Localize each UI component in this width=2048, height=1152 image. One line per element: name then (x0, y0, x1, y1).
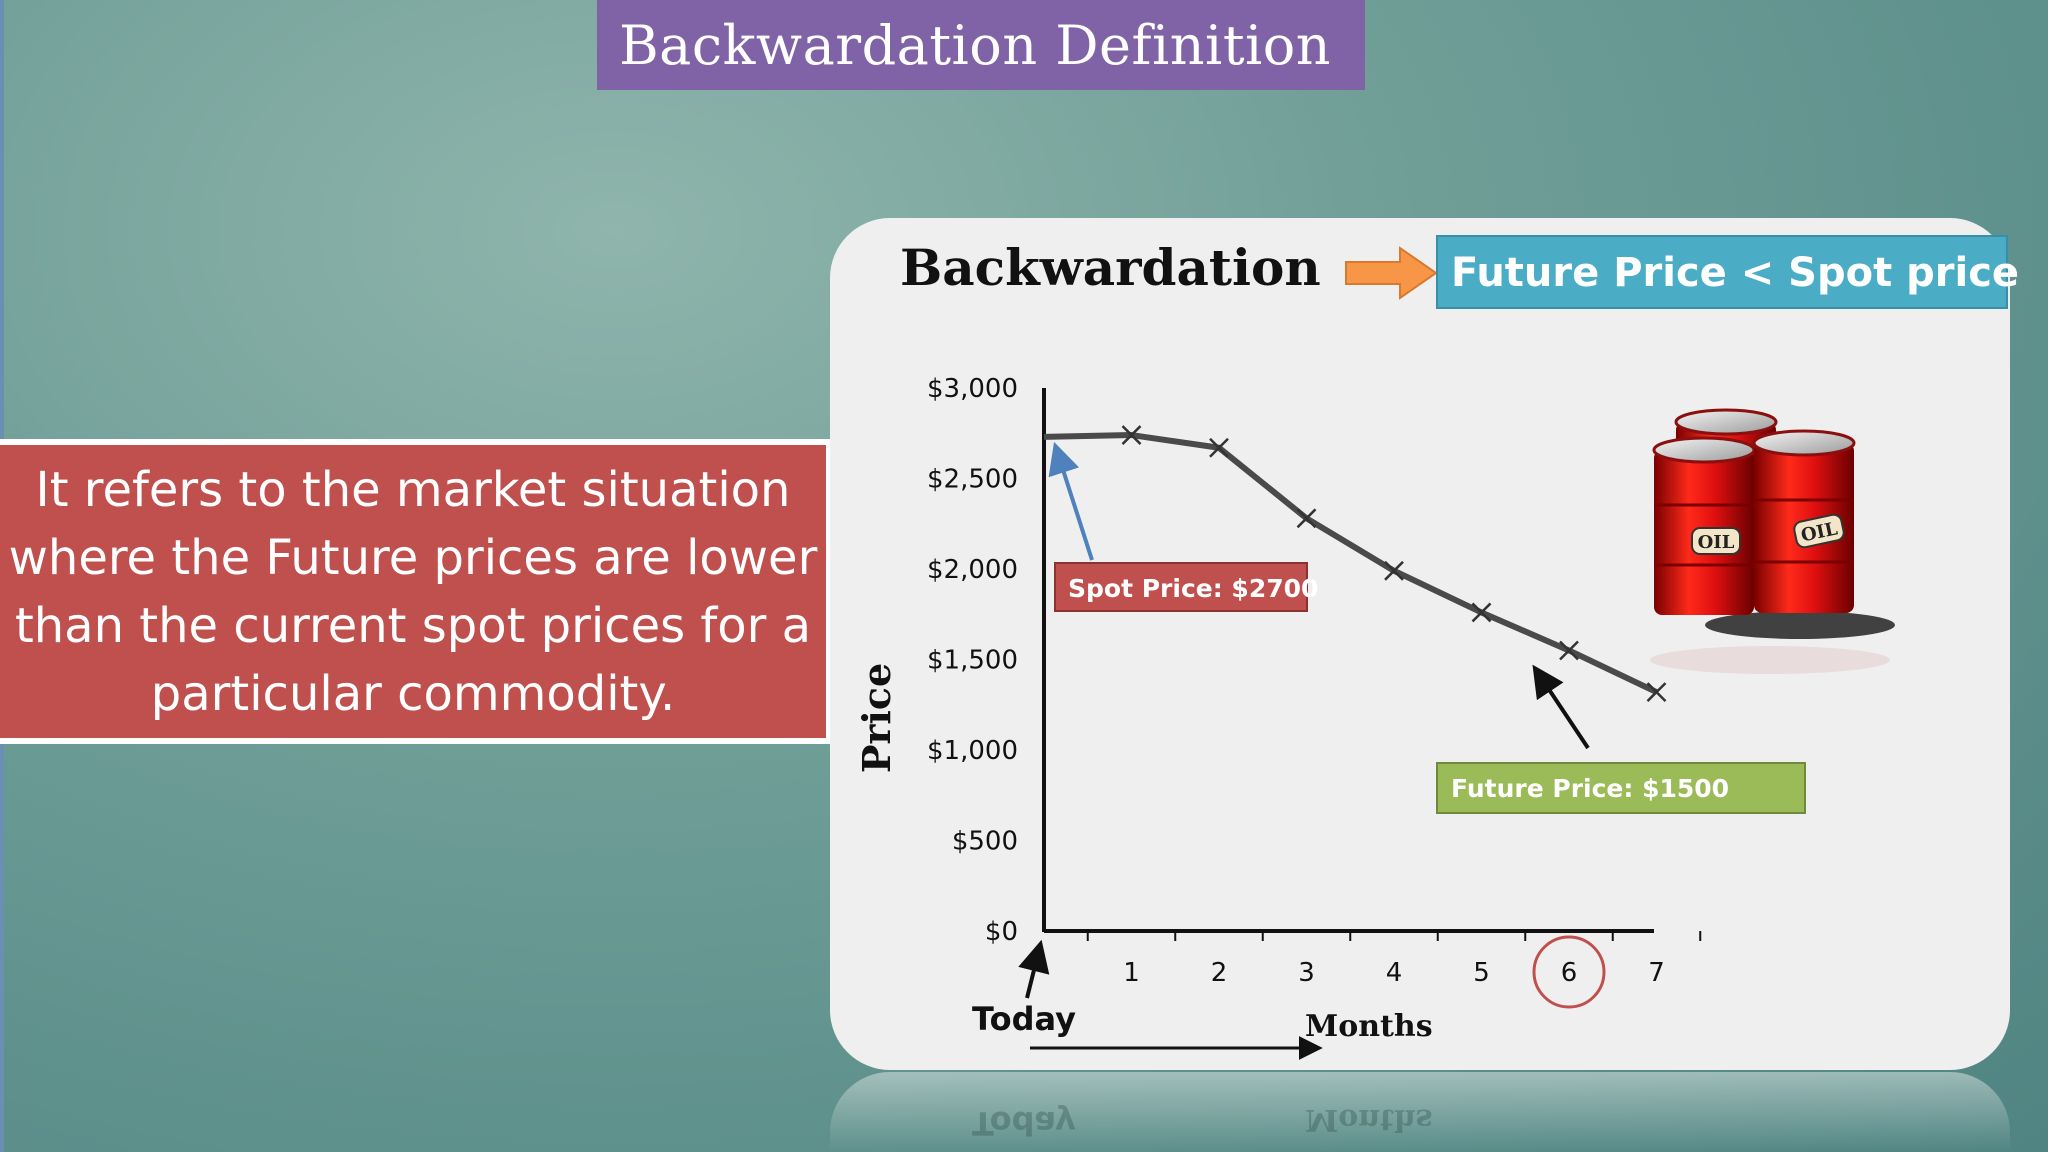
data-point-marker (1121, 425, 1142, 445)
x-tick-label: 6 (1561, 958, 1578, 988)
definition-text: It refers to the market situation where … (8, 461, 818, 722)
future-price-label: Future Price: $1500 (1451, 774, 1729, 803)
y-axis-title: Price (854, 663, 899, 773)
y-tick-label: $1,000 (927, 736, 1018, 766)
x-tick-label: 2 (1211, 958, 1228, 988)
data-point-marker (1559, 640, 1579, 661)
relation-text: Future Price < Spot price (1451, 250, 2019, 296)
today-arrow (1018, 939, 1050, 999)
y-tick-label: $2,000 (927, 555, 1018, 585)
data-point-marker (1296, 508, 1317, 529)
x-tick-label: 7 (1648, 958, 1665, 988)
chart-card (830, 218, 2010, 1070)
reflection-text: Today Months (972, 1102, 1433, 1142)
y-tick-label: $500 (952, 827, 1018, 857)
future-price-badge (1436, 762, 1806, 814)
oil-label-left: OIL (1698, 532, 1735, 553)
y-tick-label: $0 (985, 917, 1018, 947)
right-arrow-icon (1345, 246, 1438, 300)
future-price-arrow (1532, 664, 1590, 750)
x-tick-labels: 1 2 3 4 5 6 7 (1123, 958, 1665, 988)
backwardation-heading: Backwardation (900, 238, 1321, 297)
spot-price-badge (1054, 562, 1308, 612)
slide-title-bar: Backwardation Definition (597, 0, 1365, 90)
today-label: Today (972, 1000, 1076, 1038)
month-6-highlight-circle (1532, 935, 1606, 1009)
y-tick-label: $1,500 (927, 646, 1018, 676)
y-tick-label: $2,500 (927, 465, 1018, 495)
x-tick-label: 4 (1386, 958, 1403, 988)
reflection-months: Months (1305, 1102, 1433, 1137)
price-series-markers (1121, 425, 1667, 702)
x-tick-label: 5 (1473, 958, 1490, 988)
x-axis-title: Months (1305, 1009, 1433, 1044)
data-point-marker (1471, 602, 1492, 623)
reflection-today: Today (972, 1104, 1076, 1142)
y-tick-label: $3,000 (927, 374, 1018, 404)
slide-title: Backwardation Definition (619, 13, 1332, 77)
data-point-marker (1646, 682, 1667, 702)
x-tick-label: 3 (1298, 958, 1315, 988)
x-tickmarks (1086, 931, 1702, 941)
spot-price-arrow (1048, 441, 1094, 561)
relation-badge (1436, 235, 2008, 309)
y-tick-labels: $0 $500 $1,000 $1,500 $2,000 $2,500 $3,000 (927, 374, 1018, 947)
definition-box: It refers to the market situation where … (0, 439, 832, 744)
data-point-marker (1384, 560, 1404, 581)
oil-barrels-icon: OIL OIL (1650, 408, 1895, 674)
data-point-marker (1209, 437, 1229, 458)
spot-price-label: Spot Price: $2700 (1068, 574, 1318, 603)
card-reflection (830, 1072, 2010, 1152)
price-series-line (1043, 432, 1658, 695)
x-tick-label: 1 (1123, 958, 1140, 988)
